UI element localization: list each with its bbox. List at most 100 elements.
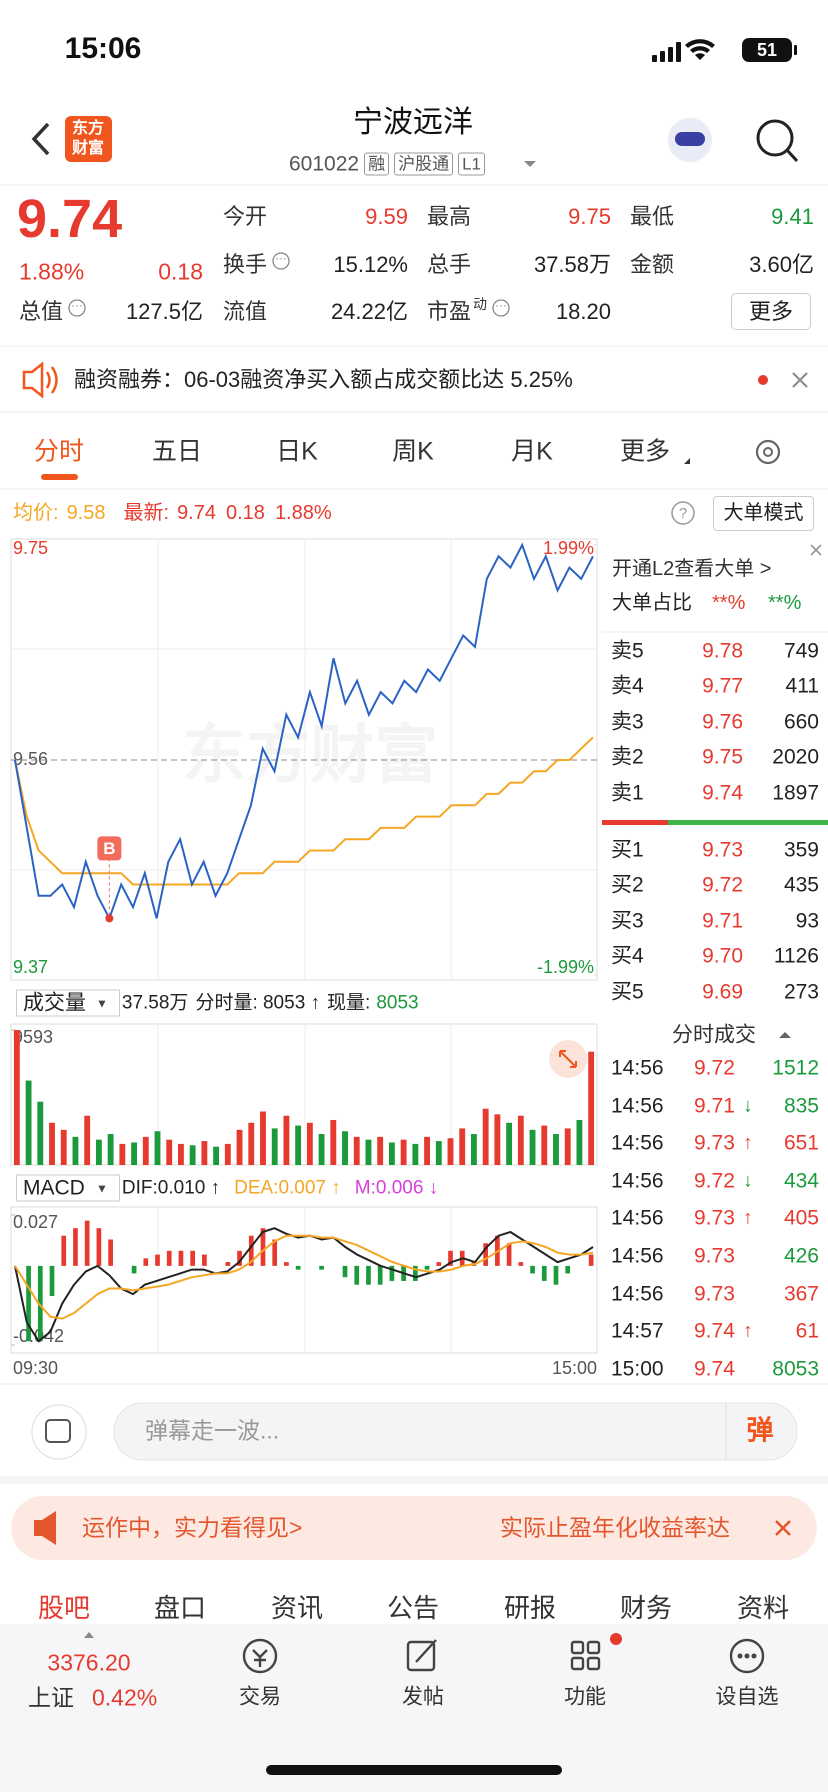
stock-code: 601022 [289, 152, 360, 176]
macd-bar [436, 1262, 442, 1266]
search-icon[interactable] [756, 119, 794, 157]
field-label: 最低 [630, 204, 675, 229]
volume-bar [459, 1128, 466, 1165]
y-tick-label: 9.75 [13, 538, 48, 558]
nav-item[interactable]: 发帖 [402, 1685, 444, 1709]
comment-input[interactable] [113, 1402, 798, 1461]
volume-bar [576, 1119, 583, 1165]
comment-button[interactable]: 弹 [746, 1415, 774, 1446]
trade-volume: 434 [783, 1169, 819, 1193]
trade-volume: 61 [795, 1319, 819, 1343]
x-label: 09:30 [13, 1358, 59, 1378]
nav-item[interactable]: 交易 [239, 1685, 281, 1709]
bottom-tab[interactable]: 资料 [736, 1593, 790, 1623]
notice-dot [758, 375, 768, 385]
panel-frame [10, 1206, 598, 1354]
comment-placeholder[interactable]: 弹幕走一波... [145, 1417, 280, 1444]
index-value[interactable]: 3376.20 [47, 1649, 131, 1676]
field-label: 总手 [427, 252, 472, 277]
bottom-tab[interactable]: 股吧 [37, 1593, 91, 1623]
volume-bar [154, 1131, 161, 1165]
book-volume: 2020 [772, 745, 819, 769]
comment-icon[interactable] [31, 1404, 87, 1460]
macd-bar [412, 1265, 418, 1281]
macd-bar [377, 1265, 383, 1285]
trade-volume: 426 [783, 1244, 819, 1268]
back-icon[interactable] [31, 122, 50, 156]
macd-bar [354, 1265, 360, 1285]
settings-core [763, 447, 773, 457]
tab[interactable]: 日K [276, 437, 318, 466]
x-label: 15:00 [551, 1358, 597, 1378]
bottom-tab[interactable]: 公告 [386, 1593, 440, 1623]
trade-price: 9.73 [694, 1244, 735, 1268]
macd-bar [295, 1265, 301, 1270]
tab[interactable]: 更多 [619, 437, 671, 466]
logo-text: 财富 [71, 140, 105, 157]
macd-bar [565, 1265, 571, 1274]
tab[interactable]: 分时 [33, 437, 85, 466]
macd-bar [319, 1265, 324, 1270]
tab-underline [41, 474, 78, 480]
volume-bar [178, 1143, 184, 1165]
bottom-tab[interactable]: 财务 [619, 1593, 673, 1623]
book-price: 9.71 [702, 909, 743, 933]
ad-right[interactable]: 实际止盈年化收益率达 [500, 1514, 730, 1541]
info-dots: ··· [275, 251, 287, 265]
nav-dots [737, 1653, 757, 1659]
ad-close[interactable] [775, 1520, 791, 1536]
mode-button[interactable]: 大单模式 [713, 496, 814, 531]
marker-label: B [103, 839, 115, 858]
macd-bar [108, 1239, 113, 1266]
notice-close[interactable] [792, 372, 808, 388]
nav-item[interactable]: 功能 [564, 1685, 606, 1709]
field-value: 9.59 [365, 204, 408, 229]
tab[interactable]: 五日 [151, 437, 203, 466]
macd-bar [424, 1265, 430, 1270]
ratio-label: 大单占比 [612, 592, 692, 614]
help-icon[interactable] [671, 501, 695, 525]
dropdown-caret: ▼ [96, 996, 108, 1010]
avg-label: 均价: [13, 502, 59, 524]
bottom-tab[interactable]: 资讯 [270, 1593, 324, 1623]
home-indicator [266, 1765, 562, 1775]
macd-bar [61, 1235, 67, 1266]
nav-item[interactable]: 设自选 [715, 1685, 779, 1709]
bottom-tab[interactable]: 盘口 [153, 1593, 207, 1623]
l2-link[interactable]: 开通L2查看大单 > [612, 558, 772, 580]
macd-selector[interactable]: MACD [16, 1174, 120, 1202]
code-caret[interactable] [524, 161, 536, 167]
bottom-tab[interactable]: 研报 [503, 1593, 557, 1623]
trade-time: 14:56 [611, 1244, 664, 1268]
field-value: 15.12% [333, 252, 408, 277]
macd-bar [588, 1254, 594, 1266]
tab[interactable]: 月K [511, 437, 553, 466]
volume-bar [95, 1139, 102, 1165]
code-line: 601022 融沪股通 L1 [289, 152, 485, 176]
volume-selector[interactable]: 成交量 [16, 989, 120, 1017]
more-button[interactable]: 更多 [731, 293, 811, 330]
marker-dot [105, 914, 114, 923]
settings-icon[interactable] [755, 439, 781, 465]
notice-text[interactable]: 融资融券：06-03融资净买入额占成交额比达 5.25% [74, 367, 573, 392]
volume-bar [424, 1136, 430, 1165]
field-label: 市盈 [427, 299, 472, 324]
macd-bar [37, 1265, 43, 1342]
field-value: 18.20 [555, 299, 611, 324]
field-value: 37.58万 [533, 252, 611, 277]
volume-bar [517, 1115, 524, 1165]
ad-left[interactable]: 运作中，实力看得见> [82, 1514, 303, 1541]
dropdown-caret: ▼ [96, 1181, 108, 1195]
macd-bar [284, 1262, 289, 1266]
side-close[interactable] [810, 544, 822, 556]
trade-arrow: ↑ [743, 1320, 753, 1342]
ad-banner[interactable] [11, 1496, 817, 1560]
macd-legend: M:0.006 ↓ [354, 1177, 439, 1199]
tab[interactable]: 周K [392, 437, 434, 466]
volume-bar [142, 1136, 149, 1165]
status-icons [652, 38, 797, 62]
price-pct: 1.88% [19, 258, 85, 285]
macd-bar [178, 1250, 184, 1266]
